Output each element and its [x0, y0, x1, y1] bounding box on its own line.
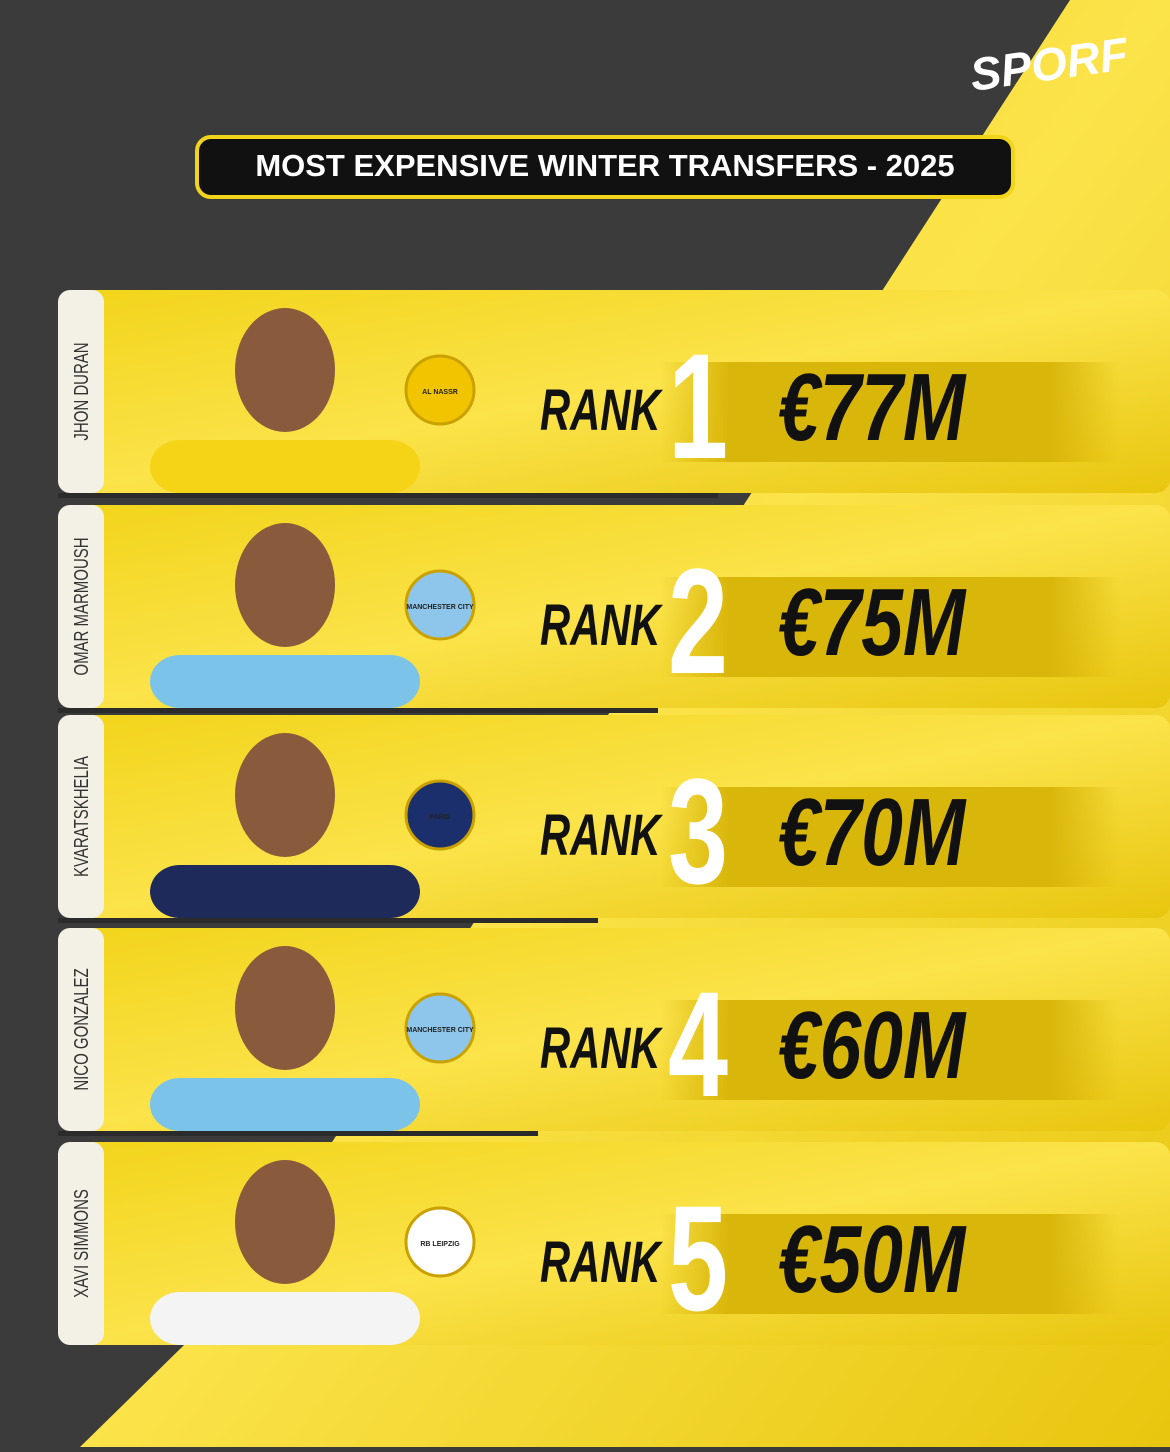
ranking-row: NICO GONZALEZ MANCHESTER CITY RANK 4 €60M	[58, 928, 1170, 1136]
shirt	[150, 1078, 420, 1131]
fee-band	[660, 362, 1120, 462]
player-name: JHON DURAN	[70, 342, 93, 440]
ranking-row: XAVI SIMMONS RB LEIPZIG RANK 5 €50M	[58, 1142, 1170, 1345]
transfer-fee: €50M	[778, 1206, 967, 1313]
row-divider	[58, 708, 658, 713]
shirt	[150, 865, 420, 918]
rank-number: 4	[668, 961, 728, 1129]
club-name: MANCHESTER CITY	[406, 604, 474, 611]
transfer-fee: €70M	[778, 779, 967, 886]
club-badge	[404, 1206, 476, 1278]
player-name: XAVI SIMMONS	[70, 1189, 93, 1298]
shirt	[150, 440, 420, 493]
club-name: PARIS	[430, 814, 451, 821]
rank-number: 5	[668, 1175, 728, 1343]
name-strip	[58, 1142, 104, 1345]
name-strip	[58, 715, 104, 918]
rank-label: RANK	[540, 592, 663, 657]
rank-label: RANK	[540, 1229, 663, 1294]
rank-label: RANK	[540, 802, 663, 867]
player-name: KVARATSKHELIA	[70, 756, 93, 877]
title: MOST EXPENSIVE WINTER TRANSFERS - 2025	[255, 148, 954, 183]
club-badge	[404, 354, 476, 426]
player-name: OMAR MARMOUSH	[70, 537, 93, 675]
fee-band	[660, 1000, 1120, 1100]
name-strip	[58, 290, 104, 493]
player-head	[235, 946, 335, 1070]
player-head	[235, 523, 335, 647]
ranking-row: OMAR MARMOUSH MANCHESTER CITY RANK 2 €75M	[58, 505, 1170, 713]
row-divider	[58, 1131, 538, 1136]
shirt	[150, 655, 420, 708]
row-divider	[58, 918, 598, 923]
ranking-row: JHON DURAN AL NASSR RANK 1 €77M	[58, 290, 1170, 498]
rank-label: RANK	[540, 377, 663, 442]
player-head	[235, 733, 335, 857]
ranking-row: KVARATSKHELIA PARIS RANK 3 €70M	[58, 715, 1170, 923]
title-pill	[195, 135, 1015, 199]
player-head	[235, 1160, 335, 1284]
club-name: MANCHESTER CITY	[406, 1027, 474, 1034]
club-badge	[404, 569, 476, 641]
club-name: AL NASSR	[422, 389, 458, 396]
fee-band	[660, 1214, 1120, 1314]
transfer-fee: €77M	[778, 354, 967, 461]
name-strip	[58, 505, 104, 708]
club-name: RB LEIPZIG	[420, 1241, 460, 1248]
row-divider	[58, 493, 718, 498]
rank-number: 2	[668, 538, 728, 706]
rank-number: 1	[668, 323, 728, 491]
player-name: NICO GONZALEZ	[70, 968, 93, 1091]
player-head	[235, 308, 335, 432]
club-badge	[404, 779, 476, 851]
rank-number: 3	[668, 748, 728, 916]
rank-label: RANK	[540, 1015, 663, 1080]
shirt	[150, 1292, 420, 1345]
fee-band	[660, 577, 1120, 677]
fee-band	[660, 787, 1120, 887]
transfer-fee: €60M	[778, 992, 967, 1099]
club-badge	[404, 992, 476, 1064]
transfer-fee: €75M	[778, 569, 967, 676]
name-strip	[58, 928, 104, 1131]
